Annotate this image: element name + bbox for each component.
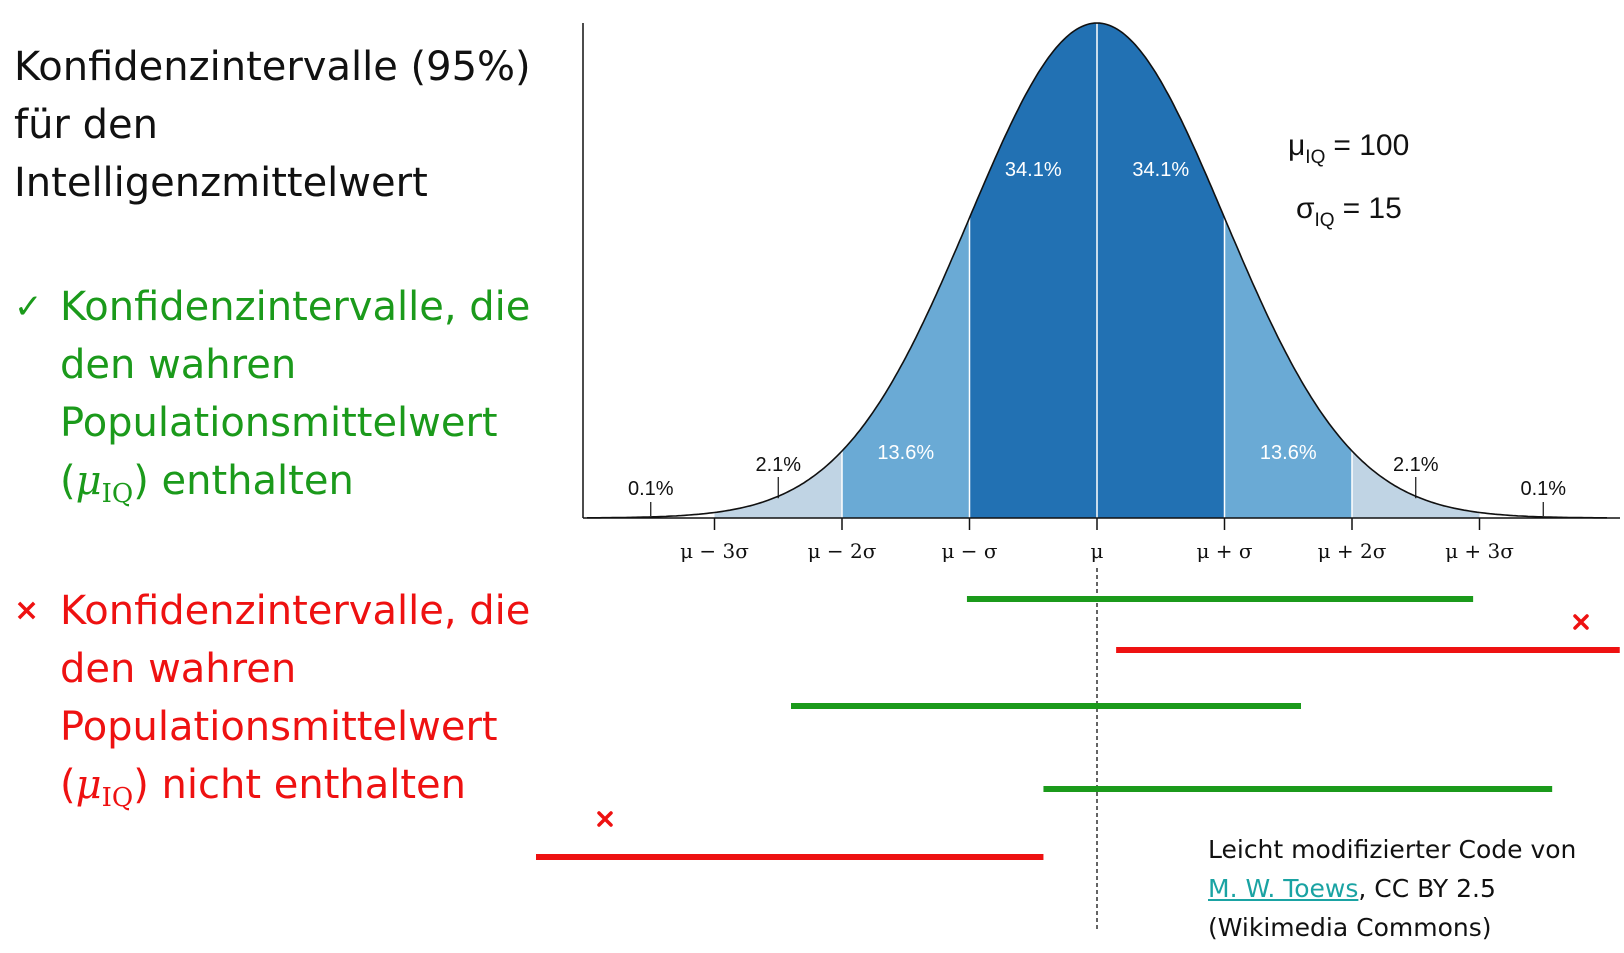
page-title: Konfidenzintervalle (95%) für den Intell… xyxy=(14,38,554,212)
mu-param-label: μIQ = 100 xyxy=(1288,129,1409,168)
density-curve xyxy=(587,22,1607,519)
tail-percent-label-2: 0.1% xyxy=(1520,478,1566,500)
legend-contains-line-1: Konfidenzintervalle, die xyxy=(60,284,531,330)
attribution: Leicht modifizierter Code von M. W. Toew… xyxy=(1208,830,1618,947)
band-1 xyxy=(714,451,842,518)
interval-cross-icon-2 xyxy=(1573,614,1589,630)
parameter-labels: μIQ = 100 σIQ = 15 xyxy=(1288,129,1409,231)
band-percent-label-6: 2.1% xyxy=(1393,454,1439,476)
x-tick-label-6: μ + 2σ xyxy=(1318,539,1387,563)
credit-line-3: (Wikimedia Commons) xyxy=(1208,913,1492,942)
author-link[interactable]: M. W. Toews xyxy=(1208,874,1359,903)
x-tick-label-5: μ + σ xyxy=(1196,539,1252,563)
sigma-param-label: σIQ = 15 xyxy=(1296,192,1402,231)
title-line-2: für den xyxy=(14,102,158,148)
x-tick-label-4: μ xyxy=(1091,539,1104,563)
credit-line-1: Leicht modifizierter Code von xyxy=(1208,835,1577,864)
labels-layer: μ − 3σ μ − 2σ μ − σ μ μ + σ μ + 2σ μ + 3σ 2.1% 1… xyxy=(628,159,1566,563)
legend-contains-mu: μ xyxy=(75,458,102,504)
x-tick-label-2: μ − 2σ xyxy=(808,539,877,563)
credit-line-2: M. W. Toews, CC BY 2.5 xyxy=(1208,869,1618,908)
legend-not-contains-line-3: Populationsmittelwert xyxy=(60,704,498,750)
band-4 xyxy=(1097,23,1225,518)
legend-not-contains-line-4: (μIQ) nicht enthalten xyxy=(60,762,466,813)
tail-percent-label-1: 0.1% xyxy=(628,478,674,500)
credit-license: , CC BY 2.5 xyxy=(1358,874,1496,903)
band-percent-label-5: 13.6% xyxy=(1260,442,1317,464)
legend-not-contains-tail: ) nicht enthalten xyxy=(133,762,466,808)
legend-contains-line-4: (μIQ) enthalten xyxy=(60,458,354,509)
legend-contains-tail: ) enthalten xyxy=(133,458,354,504)
axes-layer xyxy=(582,22,1620,530)
interval-cross-icon-5 xyxy=(597,811,613,827)
intervals-layer xyxy=(536,568,1620,930)
band-percent-label-1: 2.1% xyxy=(755,454,801,476)
legend-not-contains-line-1: Konfidenzintervalle, die xyxy=(60,588,531,634)
x-tick-label-3: μ − σ xyxy=(941,539,997,563)
band-percent-label-4: 34.1% xyxy=(1132,159,1189,181)
legend-contains-mu-sub: IQ xyxy=(101,479,134,509)
checkmark-icon: ✓ xyxy=(14,287,43,327)
band-percent-label-3: 34.1% xyxy=(1005,159,1062,181)
legend-not-contains-mu: μ xyxy=(75,762,102,808)
legend-contains-line-3: Populationsmittelwert xyxy=(60,400,498,446)
bands-layer xyxy=(714,23,1480,519)
title-line-1: Konfidenzintervalle (95%) xyxy=(14,44,531,90)
legend-contains: ✓ Konfidenzintervalle, die den wahren Po… xyxy=(14,278,574,523)
legend-not-contains-mu-sub: IQ xyxy=(101,783,134,813)
legend-not-contains: × Konfidenzintervalle, die den wahren Po… xyxy=(14,582,574,827)
legend-not-contains-line-2: den wahren xyxy=(60,646,297,692)
band-3 xyxy=(969,23,1097,518)
band-percent-label-2: 13.6% xyxy=(877,442,934,464)
band-6 xyxy=(1352,451,1480,518)
title-line-3: Intelligenzmittelwert xyxy=(14,160,428,206)
x-tick-label-7: μ + 3σ xyxy=(1445,539,1514,563)
cross-icon: × xyxy=(14,593,40,628)
legend-contains-line-2: den wahren xyxy=(60,342,297,388)
x-tick-label-1: μ − 3σ xyxy=(680,539,749,563)
